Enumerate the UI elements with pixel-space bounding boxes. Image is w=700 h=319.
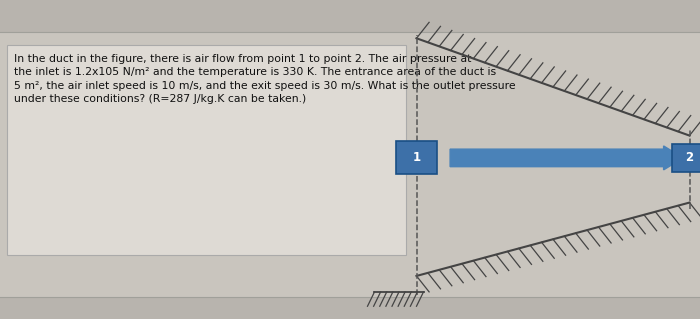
Text: In the duct in the figure, there is air flow from point 1 to point 2. The air pr: In the duct in the figure, there is air … <box>14 54 516 104</box>
Text: 2: 2 <box>685 152 694 164</box>
Bar <box>0 297 700 319</box>
FancyBboxPatch shape <box>396 142 437 174</box>
FancyBboxPatch shape <box>672 144 700 172</box>
FancyArrow shape <box>450 146 683 170</box>
Bar <box>0 0 700 32</box>
FancyBboxPatch shape <box>7 45 406 255</box>
Text: 1: 1 <box>412 152 421 164</box>
